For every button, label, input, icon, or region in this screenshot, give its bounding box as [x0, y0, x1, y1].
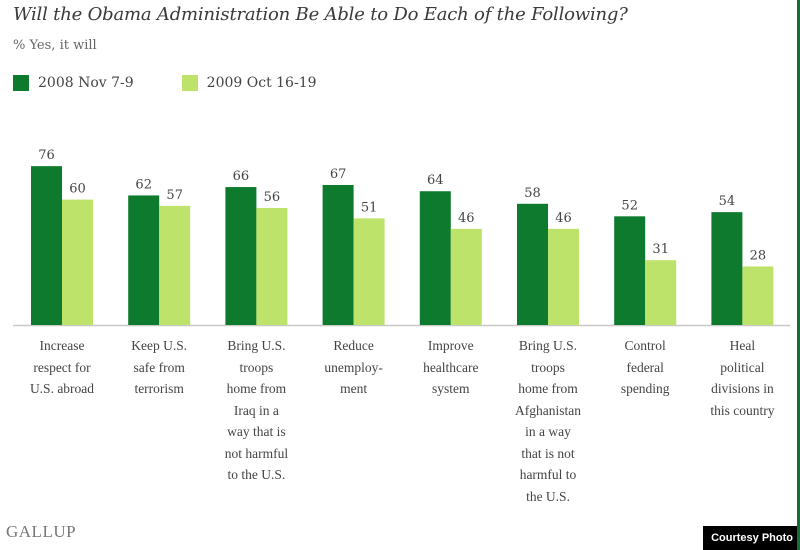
category-label-line: Increase — [39, 338, 85, 353]
gallup-logo: GALLUP — [6, 522, 77, 541]
category-label-line: Keep U.S. — [131, 338, 188, 353]
legend-label-series-1: 2008 Nov 7-9 — [38, 75, 134, 91]
category-label-4: Reduce unemploy-ment — [306, 335, 402, 400]
bar-series-2-cat-2 — [159, 205, 191, 325]
legend: 2008 Nov 7-9 2009 Oct 16-19 — [13, 75, 365, 91]
bar-series-1-cat-4 — [322, 184, 354, 325]
category-label-line: federal — [626, 359, 664, 375]
data-label-series-1-cat-4: 67 — [330, 167, 347, 182]
legend-item-series-2: 2009 Oct 16-19 — [181, 75, 317, 91]
data-label-series-2-cat-4: 51 — [361, 200, 378, 215]
category-label-line: Bring U.S. — [227, 338, 286, 353]
category-label-line: spending — [620, 381, 670, 396]
category-label-line: to the U.S. — [227, 467, 286, 482]
data-label-series-1-cat-5: 64 — [427, 173, 444, 188]
chart-subtitle: % Yes, it will — [13, 38, 97, 53]
data-label-series-2-cat-6: 46 — [555, 211, 572, 226]
category-label-1: Increase respect for U.S. abroad — [14, 335, 110, 400]
category-label-line: that is not — [521, 445, 575, 461]
category-label-line: divisions in — [711, 381, 774, 396]
courtesy-photo-credit: Courtesy Photo — [703, 526, 800, 550]
bar-series-1-cat-2 — [128, 195, 160, 325]
category-label-line: home from — [518, 381, 578, 396]
bar-series-1-cat-1 — [31, 166, 62, 325]
bar-series-2-cat-4 — [353, 218, 385, 325]
bar-series-1-cat-7 — [614, 216, 646, 325]
data-label-series-2-cat-2: 57 — [166, 188, 183, 203]
data-label-series-1-cat-7: 52 — [621, 198, 638, 213]
data-label-series-1-cat-3: 66 — [233, 169, 250, 184]
category-label-line: Reduce — [333, 338, 374, 353]
bar-series-2-cat-5 — [450, 228, 482, 325]
legend-item-series-1: 2008 Nov 7-9 — [13, 75, 134, 91]
category-label-line: healthcare — [423, 359, 479, 375]
category-label-line: Bring U.S. — [518, 338, 578, 353]
bar-chart: 76 60 62 57 66 56 67 51 64 46 58 46 52 31 54 28 — [13, 148, 790, 327]
data-label-series-2-cat-5: 46 — [458, 211, 475, 226]
category-label-line: political — [720, 359, 765, 375]
bar-series-1-cat-3 — [225, 187, 257, 325]
data-label-series-1-cat-2: 62 — [135, 177, 152, 192]
chart-title: Will the Obama Administration Be Able to… — [13, 4, 628, 25]
legend-swatch-series-1 — [13, 75, 29, 91]
category-label-3: Bring U.S. troops home from Iraq in a way th… — [208, 335, 304, 486]
data-label-series-2-cat-7: 31 — [652, 242, 669, 257]
data-label-series-2-cat-3: 56 — [264, 190, 281, 205]
legend-swatch-series-2 — [181, 75, 198, 91]
category-label-line: unemploy- — [324, 359, 383, 375]
category-label-line: Iraq in a — [233, 402, 279, 418]
category-label-line: troops — [239, 359, 274, 375]
bar-series-1-cat-5 — [419, 191, 451, 325]
category-label-line: U.S. abroad — [29, 381, 95, 396]
bar-series-2-cat-6 — [548, 228, 579, 325]
frame-border — [797, 0, 800, 550]
category-label-line: Afghanistan — [515, 402, 581, 418]
data-label-series-1-cat-6: 58 — [524, 186, 541, 201]
data-label-series-2-cat-1: 60 — [69, 182, 86, 197]
data-label-series-1-cat-8: 54 — [719, 194, 736, 209]
category-label-line: Heal — [729, 338, 756, 353]
bar-series-2-cat-3 — [256, 207, 288, 325]
data-label-series-2-cat-8: 28 — [750, 248, 767, 263]
category-label-line: safe from — [133, 359, 185, 375]
category-label-line: respect for — [33, 359, 91, 375]
bar-series-1-cat-6 — [517, 203, 548, 325]
bar-series-2-cat-8 — [742, 266, 774, 325]
category-label-line: troops — [531, 359, 565, 375]
category-label-6: Bring U.S. troops home from Afghanistan in a… — [500, 335, 596, 507]
category-label-line: ment — [340, 381, 368, 396]
category-label-line: harmful to — [519, 467, 577, 482]
category-label-line: Improve — [427, 338, 474, 353]
bar-series-2-cat-1 — [62, 199, 93, 325]
category-label-line: way that is — [227, 424, 286, 439]
category-label-line: the U.S. — [526, 488, 570, 504]
category-label-8: Heal political divisions in this country — [694, 335, 790, 421]
category-label-line: home from — [226, 381, 287, 396]
data-label-series-1-cat-1: 76 — [38, 148, 55, 163]
category-label-5: Improve healthcare system — [403, 335, 499, 400]
category-label-7: Control federal spending — [597, 335, 693, 400]
category-label-line: not harmful — [224, 445, 289, 461]
category-label-line: terrorism — [134, 381, 184, 396]
legend-label-series-2: 2009 Oct 16-19 — [206, 75, 317, 91]
category-label-line: in a way — [525, 424, 571, 439]
category-label-line: this country — [710, 402, 775, 418]
category-label-line: Control — [624, 338, 666, 353]
bar-series-2-cat-7 — [645, 260, 677, 325]
category-label-line: system — [432, 381, 470, 396]
category-label-2: Keep U.S. safe from terrorism — [111, 335, 207, 400]
bar-series-1-cat-8 — [711, 212, 743, 325]
